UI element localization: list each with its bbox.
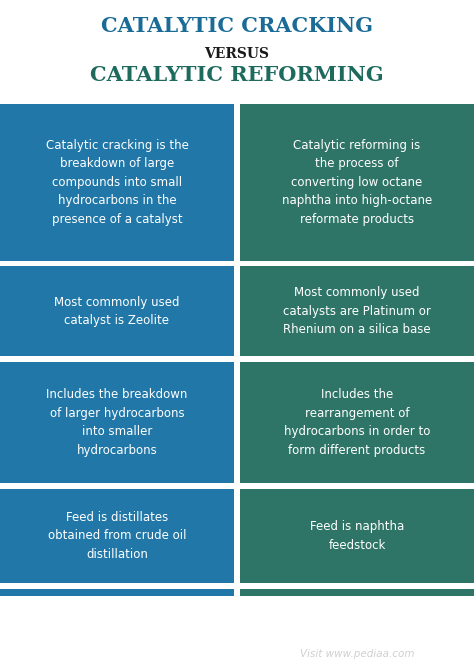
Bar [0, 589, 234, 662]
Text: Mainly gives small
alkanes and alkenes: Mainly gives small alkanes and alkenes [57, 639, 177, 662]
Bar [240, 362, 474, 483]
Text: Includes the breakdown
of larger hydrocarbons
into smaller
hydrocarbons: Includes the breakdown of larger hydroca… [46, 389, 188, 457]
Text: Includes the
rearrangement of
hydrocarbons in order to
form different products: Includes the rearrangement of hydrocarbo… [284, 389, 430, 457]
Text: Catalytic reforming is
the process of
converting low octane
naphtha into high-oc: Catalytic reforming is the process of co… [282, 139, 432, 226]
Text: Mainly gives isomerized
and aromatic products: Mainly gives isomerized and aromatic pro… [286, 639, 428, 662]
Text: CATALYTIC CRACKING: CATALYTIC CRACKING [101, 16, 373, 36]
Bar [234, 103, 240, 596]
Text: Visit www.pediaa.com: Visit www.pediaa.com [300, 649, 414, 659]
Bar [0, 266, 234, 356]
Bar [0, 103, 234, 107]
Text: Most commonly used
catalysts are Platinum or
Rhenium on a silica base: Most commonly used catalysts are Platinu… [283, 287, 431, 336]
Bar [240, 103, 474, 261]
Bar [0, 362, 234, 483]
Text: Catalytic cracking is the
breakdown of large
compounds into small
hydrocarbons i: Catalytic cracking is the breakdown of l… [46, 139, 189, 226]
Bar [0, 489, 234, 583]
Text: VERSUS: VERSUS [204, 47, 270, 61]
Bar [240, 266, 474, 356]
Bar [240, 103, 474, 107]
Text: Feed is distillates
obtained from crude oil
distillation: Feed is distillates obtained from crude … [48, 511, 186, 561]
Text: Feed is naphtha
feedstock: Feed is naphtha feedstock [310, 520, 404, 551]
Text: CATALYTIC REFORMING: CATALYTIC REFORMING [90, 65, 384, 85]
Text: Most commonly used
catalyst is Zeolite: Most commonly used catalyst is Zeolite [54, 296, 180, 327]
Bar [0, 103, 234, 261]
Bar [240, 589, 474, 662]
Bar [240, 489, 474, 583]
